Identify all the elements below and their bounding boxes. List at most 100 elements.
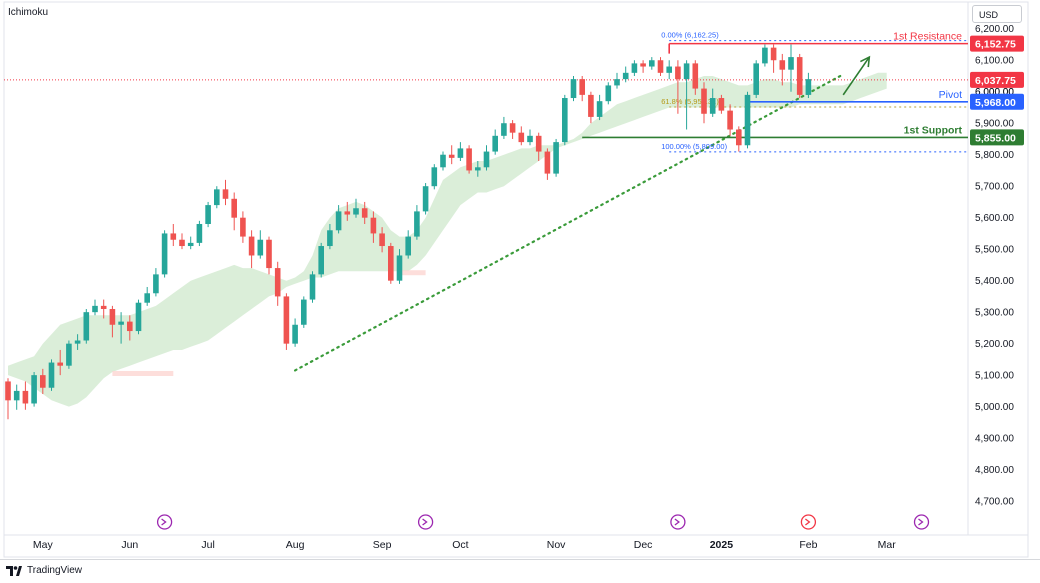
tradingview-brand[interactable]: TradingView [6, 565, 82, 576]
candle[interactable] [179, 233, 185, 250]
candle[interactable] [13, 384, 20, 410]
candle[interactable] [327, 223, 333, 250]
candle[interactable] [457, 142, 464, 162]
candle[interactable] [562, 94, 568, 146]
candle[interactable] [48, 359, 55, 391]
candle[interactable] [770, 44, 777, 73]
candle[interactable] [448, 145, 455, 165]
candle[interactable] [170, 223, 177, 247]
candle[interactable] [622, 66, 629, 83]
candle[interactable] [396, 249, 403, 284]
candle[interactable] [466, 145, 472, 174]
candle[interactable] [257, 230, 264, 259]
candle[interactable] [405, 230, 411, 259]
candle[interactable] [83, 309, 90, 344]
candle[interactable] [309, 271, 316, 303]
current-price-badge[interactable] [970, 71, 1024, 88]
candle[interactable] [805, 72, 812, 99]
candle[interactable] [553, 138, 559, 177]
candle[interactable] [422, 183, 429, 215]
candle[interactable] [214, 186, 220, 209]
candle[interactable] [266, 236, 272, 275]
candle[interactable] [727, 104, 733, 136]
event-marker-icon[interactable] [800, 514, 817, 530]
candle[interactable] [414, 205, 420, 240]
level-2-badge[interactable] [970, 129, 1024, 146]
candle[interactable] [683, 60, 690, 130]
candle[interactable] [109, 305, 116, 338]
candle[interactable] [709, 88, 716, 117]
candle[interactable] [666, 60, 672, 80]
candle[interactable] [379, 227, 385, 253]
candle[interactable] [231, 192, 237, 231]
level-1-badge[interactable] [970, 93, 1024, 110]
event-marker-icon[interactable] [670, 514, 686, 530]
candle[interactable] [518, 126, 525, 146]
candle[interactable] [640, 60, 646, 73]
candle[interactable] [762, 44, 768, 67]
candle[interactable] [153, 268, 159, 297]
candle[interactable] [66, 340, 72, 369]
candle[interactable] [544, 148, 551, 180]
candle[interactable] [248, 230, 255, 269]
candle[interactable] [292, 318, 298, 347]
candle[interactable] [736, 126, 742, 152]
event-marker-icon[interactable] [913, 514, 930, 530]
candle[interactable] [161, 230, 168, 278]
candle[interactable] [353, 198, 359, 218]
candle[interactable] [361, 201, 368, 224]
candle[interactable] [718, 94, 725, 114]
event-marker-icon[interactable] [156, 514, 173, 530]
candle[interactable] [31, 371, 37, 407]
candle[interactable] [796, 53, 803, 99]
candle[interactable] [335, 205, 342, 234]
candle[interactable] [118, 312, 124, 344]
candle[interactable] [144, 286, 150, 306]
candle[interactable] [22, 381, 29, 410]
candle[interactable] [570, 75, 577, 102]
candle[interactable] [475, 161, 481, 177]
candle[interactable] [283, 293, 290, 350]
candle[interactable] [196, 220, 203, 247]
candle[interactable] [92, 299, 98, 316]
candle[interactable] [779, 53, 786, 86]
candle[interactable] [657, 57, 664, 76]
candle[interactable] [509, 120, 516, 139]
candle[interactable] [127, 315, 133, 341]
candle[interactable] [483, 145, 490, 171]
candle[interactable] [596, 94, 603, 121]
candle[interactable] [501, 116, 507, 139]
candle[interactable] [535, 132, 542, 162]
candle[interactable] [753, 60, 759, 99]
candle[interactable] [274, 261, 281, 306]
candle[interactable] [135, 299, 142, 335]
candle[interactable] [301, 296, 307, 328]
candle[interactable] [370, 211, 377, 243]
candle[interactable] [5, 378, 11, 420]
candle[interactable] [440, 151, 446, 171]
candle[interactable] [675, 60, 681, 114]
candle[interactable] [57, 349, 63, 376]
candle[interactable] [492, 129, 498, 155]
candle[interactable] [74, 334, 81, 350]
candle[interactable] [388, 242, 394, 284]
candle[interactable] [240, 211, 246, 243]
event-marker-icon[interactable] [417, 514, 434, 530]
candle[interactable] [431, 164, 438, 190]
candle[interactable] [649, 57, 655, 70]
support-trendline[interactable] [294, 73, 845, 372]
currency-button[interactable]: USD [972, 5, 1022, 23]
candle[interactable] [222, 179, 229, 206]
candle[interactable] [527, 129, 533, 146]
candle[interactable] [692, 60, 699, 95]
candle[interactable] [605, 82, 612, 105]
candle[interactable] [588, 91, 594, 124]
candle[interactable] [788, 44, 794, 92]
level-0-badge[interactable] [970, 35, 1024, 52]
candle[interactable] [614, 72, 620, 89]
candle[interactable] [100, 299, 107, 319]
candle[interactable] [318, 242, 324, 278]
candle[interactable] [344, 201, 351, 221]
candle[interactable] [631, 60, 638, 76]
